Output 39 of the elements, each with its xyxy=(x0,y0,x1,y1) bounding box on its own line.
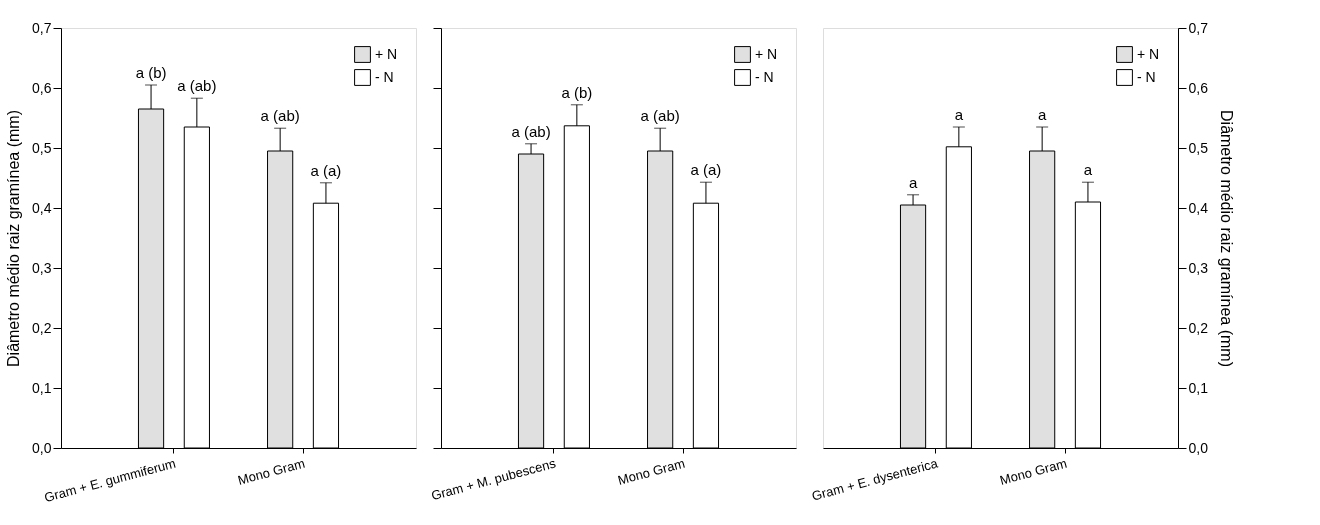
y2-tick-label: 0,7 xyxy=(1188,19,1209,36)
data-label: a (a) xyxy=(310,161,342,179)
y-tick-label: 0,1 xyxy=(32,379,52,396)
y-tick-label: 0,0 xyxy=(32,439,52,456)
legend-label: + N xyxy=(375,45,398,62)
x-tick-label: Mono Gram xyxy=(616,455,687,488)
data-label: a xyxy=(1083,161,1093,179)
legend-label: - N xyxy=(1137,68,1156,85)
legend-label: + N xyxy=(1137,45,1160,62)
data-label: a (b) xyxy=(135,64,167,81)
data-label: a (ab) xyxy=(177,77,217,95)
y2-tick-label: 0,2 xyxy=(1188,319,1209,336)
y2-tick-label: 0,4 xyxy=(1188,199,1209,216)
x-tick-label: Mono Gram xyxy=(998,455,1069,488)
y2-axis-title: Diâmetro médio raiz gramínea (mm) xyxy=(1217,110,1235,367)
data-label: a (ab) xyxy=(640,107,680,125)
y2-tick-label: 0,6 xyxy=(1188,79,1209,96)
y2-tick-label: 0,5 xyxy=(1188,139,1209,156)
y-tick-label: 0,4 xyxy=(32,199,52,216)
y-tick-label: 0,5 xyxy=(32,139,52,156)
y2-tick-label: 0,3 xyxy=(1188,259,1209,276)
y-tick-label: 0,6 xyxy=(32,79,52,96)
legend-label: - N xyxy=(375,68,394,85)
data-label: a (ab) xyxy=(260,107,300,125)
legend-label: - N xyxy=(755,68,774,85)
data-label: a (a) xyxy=(690,161,722,179)
y2-tick-label: 0,0 xyxy=(1188,439,1209,456)
data-label: a xyxy=(954,106,964,123)
y-tick-label: 0,2 xyxy=(32,319,52,336)
data-label: a xyxy=(908,173,918,191)
data-label: a (b) xyxy=(561,83,593,101)
y-tick-label: 0,7 xyxy=(32,19,52,36)
y-tick-label: 0,3 xyxy=(32,259,52,276)
data-label: a xyxy=(1037,106,1047,123)
data-label: a (ab) xyxy=(511,122,551,140)
legend-label: + N xyxy=(755,45,778,62)
x-tick-label: Mono Gram xyxy=(236,455,307,488)
y-axis-title: Diâmetro médio raiz gramínea (mm) xyxy=(5,110,23,367)
y2-tick-label: 0,1 xyxy=(1188,379,1209,396)
